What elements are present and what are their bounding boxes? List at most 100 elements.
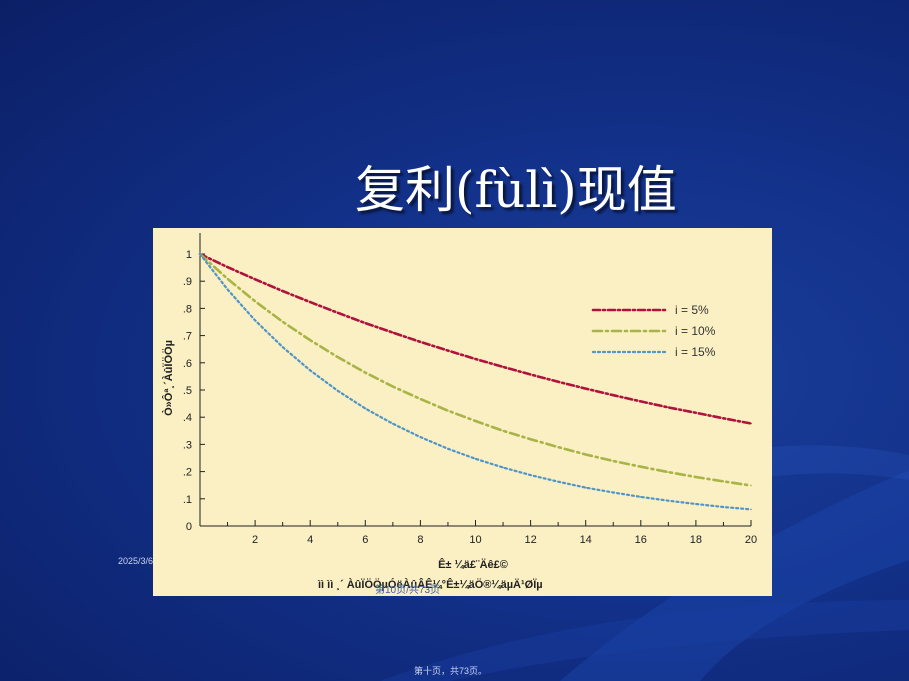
data-point — [254, 278, 256, 281]
data-point — [584, 486, 587, 489]
legend-label-2: i = 10% — [675, 324, 716, 338]
chart: 0 .1 .2 .3 .4 .5 .6 .7 .8 .9 1 2 4 6 8 10 12 14 16 18 20 i … — [162, 233, 757, 596]
data-point — [419, 398, 422, 400]
overlay-page-label: 第10页/共73页 — [375, 583, 440, 596]
data-point — [281, 320, 284, 323]
series-line-2 — [198, 252, 753, 487]
data-point — [336, 311, 339, 314]
data-point — [584, 387, 587, 390]
y-tick-label: .4 — [183, 412, 192, 424]
data-point — [226, 277, 229, 280]
data-point — [447, 349, 449, 352]
x-tick-label: 16 — [635, 534, 647, 546]
chart-note: ìì ìì ¸´ ÀûÏÖÖµÓëÀûÂÊ¼°Ê±¼äÖ®¼äµÄ¹ØÏµ — [317, 578, 543, 591]
data-point — [750, 484, 752, 487]
data-point — [612, 394, 615, 396]
data-point — [392, 331, 394, 334]
data-point — [199, 253, 201, 255]
data-point — [695, 412, 697, 414]
x-tick-label: 2 — [252, 534, 258, 546]
slide-title: 复利(fùlì)现值 — [355, 161, 677, 219]
x-axis-label: Ê± ¼ä£¨Äê£© — [438, 558, 508, 571]
data-point — [722, 480, 725, 483]
x-tick-label: 4 — [307, 534, 313, 546]
data-point — [529, 438, 532, 441]
data-point — [364, 407, 367, 410]
y-tick-label: 0 — [186, 521, 192, 533]
date-label: 2025/3/6 — [118, 556, 154, 566]
data-point — [419, 341, 422, 343]
data-point — [364, 371, 367, 374]
x-tick-label: 10 — [469, 534, 481, 546]
data-point — [722, 417, 725, 420]
footer-page-label: 第十页，共73页。 — [414, 666, 488, 676]
data-point — [640, 400, 642, 403]
data-point — [612, 491, 615, 494]
x-tick-label: 8 — [417, 534, 423, 546]
data-point — [254, 319, 256, 322]
data-point — [226, 266, 229, 268]
y-tick-label: .5 — [183, 385, 192, 397]
data-point — [474, 458, 477, 460]
data-point — [584, 453, 587, 456]
data-point — [364, 322, 367, 324]
data-point — [557, 446, 559, 448]
data-point — [502, 366, 504, 368]
data-point — [557, 480, 559, 483]
data-point — [392, 385, 394, 388]
data-point — [695, 476, 697, 478]
data-point — [336, 390, 339, 392]
x-tick-label: 14 — [580, 534, 592, 546]
data-point — [474, 358, 477, 360]
x-tick-label: 18 — [690, 534, 702, 546]
data-point — [281, 290, 284, 292]
y-axis-label: Ò»Ôª¸´ÀûÏÖÖµ — [162, 340, 175, 416]
data-point — [336, 356, 339, 358]
legend-label-1: i = 5% — [675, 303, 709, 317]
data-point — [254, 300, 256, 303]
y-tick-label: .9 — [183, 276, 192, 288]
data-point — [474, 420, 477, 422]
data-point — [667, 471, 670, 473]
y-tick-label: .3 — [183, 439, 192, 451]
y-ticks: 0 .1 .2 .3 .4 .5 .6 .7 .8 .9 1 — [183, 249, 205, 533]
data-point — [529, 474, 532, 476]
data-point — [750, 422, 752, 425]
data-point — [309, 301, 311, 303]
x-ticks: 2 4 6 8 10 12 14 16 18 20 — [227, 520, 757, 546]
data-point — [640, 465, 642, 468]
data-point — [667, 499, 670, 502]
y-tick-label: .1 — [183, 494, 192, 506]
series-line-1 — [198, 252, 753, 425]
y-tick-label: .8 — [183, 303, 192, 315]
data-point — [529, 373, 532, 376]
series-group — [198, 252, 753, 511]
data-point — [557, 381, 559, 383]
chart-panel: 0 .1 .2 .3 .4 .5 .6 .7 .8 .9 1 2 4 6 8 10 12 14 16 18 20 i … — [153, 228, 772, 596]
data-point — [502, 466, 504, 469]
data-point — [640, 496, 642, 498]
data-point — [722, 506, 725, 508]
data-point — [695, 503, 697, 505]
data-point — [281, 346, 284, 348]
x-tick-label: 12 — [524, 534, 536, 546]
y-tick-label: .7 — [183, 331, 192, 343]
legend: i = 5% i = 10% i = 15% — [591, 303, 716, 359]
data-point — [226, 288, 229, 291]
data-point — [750, 508, 752, 511]
data-point — [502, 430, 504, 432]
y-tick-label: 1 — [186, 249, 192, 261]
data-point — [309, 369, 311, 372]
data-point — [447, 409, 449, 412]
x-tick-label: 20 — [745, 534, 757, 546]
data-point — [612, 460, 615, 462]
x-tick-label: 6 — [362, 534, 368, 546]
data-point — [392, 422, 394, 425]
data-point — [667, 406, 670, 409]
data-point — [309, 339, 311, 342]
data-point — [447, 447, 449, 450]
data-point — [419, 436, 422, 438]
legend-label-3: i = 15% — [675, 345, 716, 359]
y-tick-label: .2 — [183, 467, 192, 479]
y-tick-label: .6 — [183, 358, 192, 370]
